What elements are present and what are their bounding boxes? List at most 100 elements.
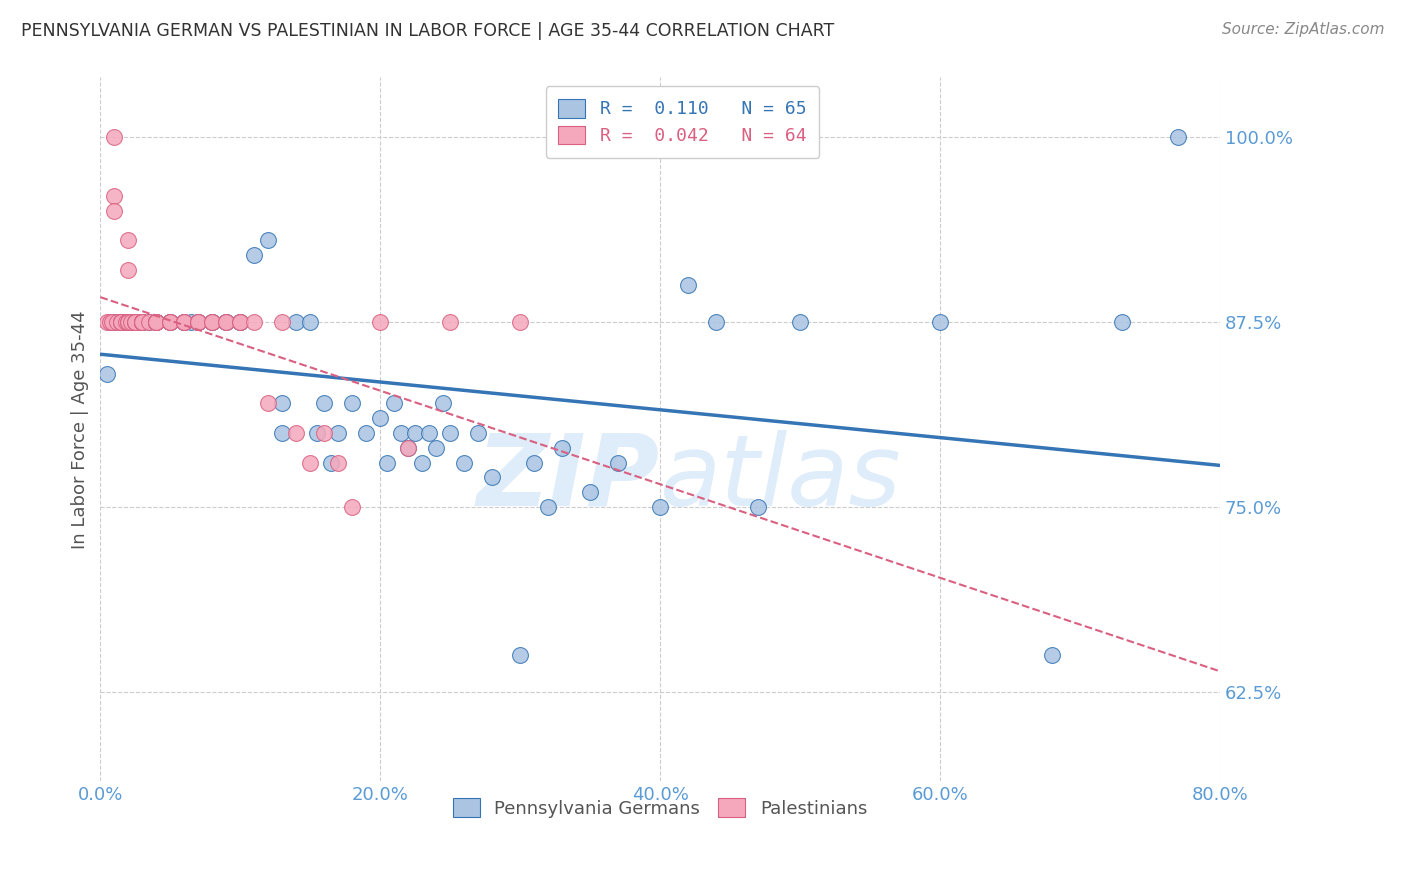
Point: [1167, 129, 1189, 144]
Text: atlas: atlas: [659, 430, 901, 527]
Point: [159, 315, 181, 329]
Point: [467, 425, 489, 440]
Point: [124, 315, 146, 329]
Point: [124, 315, 146, 329]
Point: [187, 315, 209, 329]
Point: [117, 315, 139, 329]
Point: [307, 425, 329, 440]
Point: [145, 315, 167, 329]
Point: [173, 315, 195, 329]
Point: [131, 315, 153, 329]
Point: [173, 315, 195, 329]
Point: [103, 189, 125, 203]
Point: [439, 315, 461, 329]
Point: [368, 411, 391, 425]
Point: [229, 315, 252, 329]
Point: [271, 396, 294, 410]
Text: Source: ZipAtlas.com: Source: ZipAtlas.com: [1222, 22, 1385, 37]
Point: [173, 315, 195, 329]
Point: [257, 233, 280, 247]
Point: [243, 248, 266, 262]
Point: [131, 315, 153, 329]
Point: [215, 315, 238, 329]
Point: [328, 456, 350, 470]
Point: [439, 425, 461, 440]
Point: [257, 396, 280, 410]
Point: [537, 500, 560, 514]
Point: [187, 315, 209, 329]
Point: [103, 315, 125, 329]
Point: [328, 425, 350, 440]
Point: [96, 315, 118, 329]
Point: [173, 315, 195, 329]
Point: [229, 315, 252, 329]
Point: [411, 456, 433, 470]
Point: [648, 500, 671, 514]
Point: [382, 396, 405, 410]
Point: [145, 315, 167, 329]
Point: [159, 315, 181, 329]
Point: [271, 425, 294, 440]
Point: [110, 315, 132, 329]
Point: [579, 485, 602, 500]
Point: [481, 470, 503, 484]
Point: [676, 277, 699, 292]
Point: [314, 396, 336, 410]
Point: [354, 425, 377, 440]
Point: [396, 441, 419, 455]
Point: [509, 315, 531, 329]
Point: [131, 315, 153, 329]
Point: [117, 315, 139, 329]
Point: [117, 315, 139, 329]
Point: [453, 456, 475, 470]
Point: [215, 315, 238, 329]
Point: [747, 500, 769, 514]
Point: [187, 315, 209, 329]
Point: [145, 315, 167, 329]
Point: [285, 425, 308, 440]
Point: [138, 315, 160, 329]
Point: [103, 129, 125, 144]
Point: [117, 233, 139, 247]
Point: [201, 315, 224, 329]
Point: [321, 456, 343, 470]
Point: [285, 315, 308, 329]
Point: [607, 456, 630, 470]
Point: [425, 441, 447, 455]
Point: [159, 315, 181, 329]
Point: [98, 315, 121, 329]
Point: [131, 315, 153, 329]
Point: [120, 315, 142, 329]
Point: [215, 315, 238, 329]
Point: [180, 315, 202, 329]
Point: [523, 456, 546, 470]
Point: [418, 425, 440, 440]
Point: [124, 315, 146, 329]
Point: [138, 315, 160, 329]
Point: [551, 441, 574, 455]
Point: [145, 315, 167, 329]
Point: [1111, 315, 1133, 329]
Point: [173, 315, 195, 329]
Point: [229, 315, 252, 329]
Point: [404, 425, 426, 440]
Point: [131, 315, 153, 329]
Point: [131, 315, 153, 329]
Point: [96, 367, 118, 381]
Point: [509, 648, 531, 662]
Point: [145, 315, 167, 329]
Point: [396, 441, 419, 455]
Point: [342, 500, 364, 514]
Point: [299, 456, 322, 470]
Text: PENNSYLVANIA GERMAN VS PALESTINIAN IN LABOR FORCE | AGE 35-44 CORRELATION CHART: PENNSYLVANIA GERMAN VS PALESTINIAN IN LA…: [21, 22, 834, 40]
Point: [187, 315, 209, 329]
Point: [124, 315, 146, 329]
Point: [342, 396, 364, 410]
Point: [229, 315, 252, 329]
Y-axis label: In Labor Force | Age 35-44: In Labor Force | Age 35-44: [72, 310, 89, 549]
Point: [131, 315, 153, 329]
Point: [159, 315, 181, 329]
Point: [368, 315, 391, 329]
Point: [117, 315, 139, 329]
Point: [100, 315, 122, 329]
